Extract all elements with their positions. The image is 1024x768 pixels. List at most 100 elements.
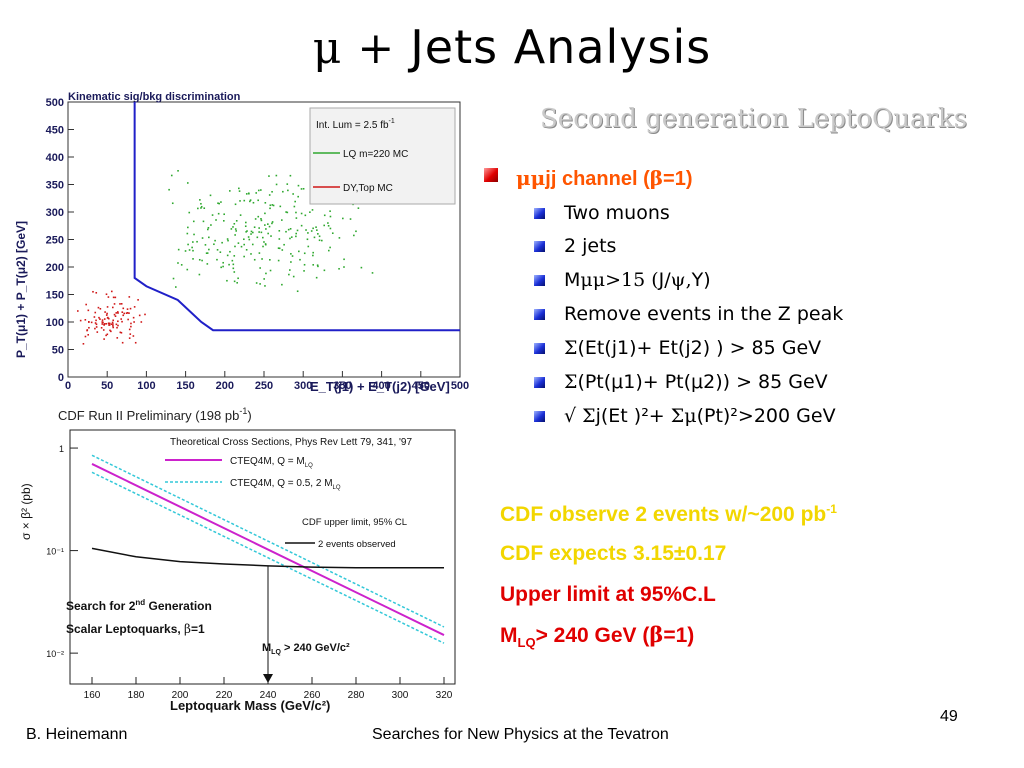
cross-section-plot: CDF Run II Preliminary (198 pb-1) 160 180… (10, 400, 465, 715)
scatter-point (106, 317, 109, 319)
scatter-point (233, 222, 236, 225)
scatter-point (285, 230, 287, 233)
scatter-point (300, 212, 303, 215)
scatter-point (316, 264, 319, 267)
scatter-point (247, 236, 250, 238)
scatter-point (85, 303, 87, 306)
scatter-point (255, 192, 258, 194)
scatter-point (216, 249, 219, 251)
y-tick-label: 500 (46, 97, 64, 109)
scatter-point (250, 253, 252, 255)
scatter-point (206, 263, 209, 265)
scatter-point (221, 241, 223, 244)
y-tick-label: 10⁻² (46, 649, 64, 659)
scatter-point (171, 202, 174, 205)
scatter-point (206, 228, 209, 231)
x-tick-label: 250 (255, 380, 273, 392)
scatter-point (95, 291, 98, 294)
scatter-point (338, 237, 341, 239)
x-tick-label: 260 (304, 690, 321, 701)
title-plus: + (342, 23, 411, 74)
x-tick-label: 450 (412, 380, 430, 392)
scatter-point (100, 327, 103, 329)
scatter-point (285, 211, 287, 213)
scatter-point (295, 232, 298, 235)
scatter-point (255, 282, 258, 284)
scatter-point (223, 220, 225, 222)
scatter-point (300, 188, 303, 190)
scatter-point (297, 184, 300, 187)
cut-combined: √ Σj(Et )²+ Σμ(Pt)²>200 GeV (564, 405, 836, 427)
scatter-point (101, 319, 104, 321)
bullet-square (484, 168, 498, 182)
scatter-point (186, 182, 189, 184)
scatter-point (239, 200, 241, 202)
x-tick-label: 200 (216, 380, 234, 392)
scatter-point (238, 190, 241, 192)
scatter-title: Kinematic sig/bkg discrimination (68, 91, 241, 103)
x-tick-label: 500 (451, 380, 469, 392)
scatter-point (269, 204, 272, 207)
scatter-point (264, 285, 266, 287)
scatter-point (311, 209, 314, 211)
scatter-point (184, 250, 187, 252)
scatter-point (109, 329, 111, 332)
scatter-point (281, 219, 283, 221)
xsec-text-line2: Scalar Leptoquarks, β=1 (66, 622, 205, 636)
scatter-point (103, 338, 105, 340)
scatter-point (130, 325, 132, 328)
scatter-point (331, 232, 334, 235)
scatter-point (98, 316, 100, 319)
scatter-point (132, 335, 135, 337)
result-upper-limit: Upper limit at 95%C.L (500, 583, 716, 606)
scatter-point (82, 343, 85, 345)
scatter-point (94, 311, 97, 314)
scatter-point (188, 211, 191, 214)
x-tick-label: 400 (372, 380, 390, 392)
x-tick-label: 150 (176, 380, 194, 392)
scatter-point (116, 337, 119, 339)
legend-lum: Int. Lum = 2.5 fb-1 (316, 118, 395, 131)
scatter-point (278, 247, 281, 250)
scatter-point (253, 258, 256, 261)
x-tick-label: 180 (128, 690, 145, 701)
y-tick-label: 100 (46, 317, 64, 329)
scatter-point (260, 218, 262, 220)
xsec-ylabel: σ × β² (pb) (19, 483, 33, 540)
scatter-point (260, 189, 262, 191)
scatter-point (101, 323, 104, 325)
scatter-point (299, 258, 301, 261)
scatter-point (222, 261, 224, 264)
cut-dimuon-mass: Mμμ>15 (J/ψ,Y) (564, 269, 711, 291)
scatter-xlabel: E_T(j1) + E_T(j2) [GeV] (310, 379, 450, 394)
scatter-point (316, 229, 318, 231)
scatter-point (79, 319, 82, 322)
scatter-point (315, 226, 317, 228)
scatter-point (296, 229, 299, 232)
scatter-point (248, 238, 251, 241)
scatter-point (122, 307, 125, 310)
scatter-point (338, 267, 340, 270)
scatter-point (256, 236, 259, 239)
scatter-point (180, 264, 183, 266)
scatter-point (105, 314, 108, 316)
scatter-point (198, 258, 201, 261)
xsec-lines (91, 454, 445, 683)
title-text: Jets Analysis (410, 20, 712, 74)
scatter-point (130, 322, 132, 325)
scatter-point (260, 231, 263, 234)
scatter-point (210, 224, 212, 226)
legend-observed: 2 events observed (318, 539, 396, 550)
result-observed: CDF observe 2 events w/~200 pb-1 (500, 502, 837, 526)
footer-talk-title: Searches for New Physics at the Tevatron (372, 726, 669, 743)
scatter-point (258, 231, 260, 233)
sub-bullet (534, 411, 545, 422)
scatter-point (229, 250, 231, 253)
scatter-point (323, 269, 326, 272)
scatter-point (177, 170, 179, 172)
scatter-point (226, 254, 229, 257)
scatter-point (110, 330, 112, 333)
scatter-point (125, 312, 128, 314)
scatter-point (120, 331, 123, 334)
scatter-point (95, 323, 98, 326)
